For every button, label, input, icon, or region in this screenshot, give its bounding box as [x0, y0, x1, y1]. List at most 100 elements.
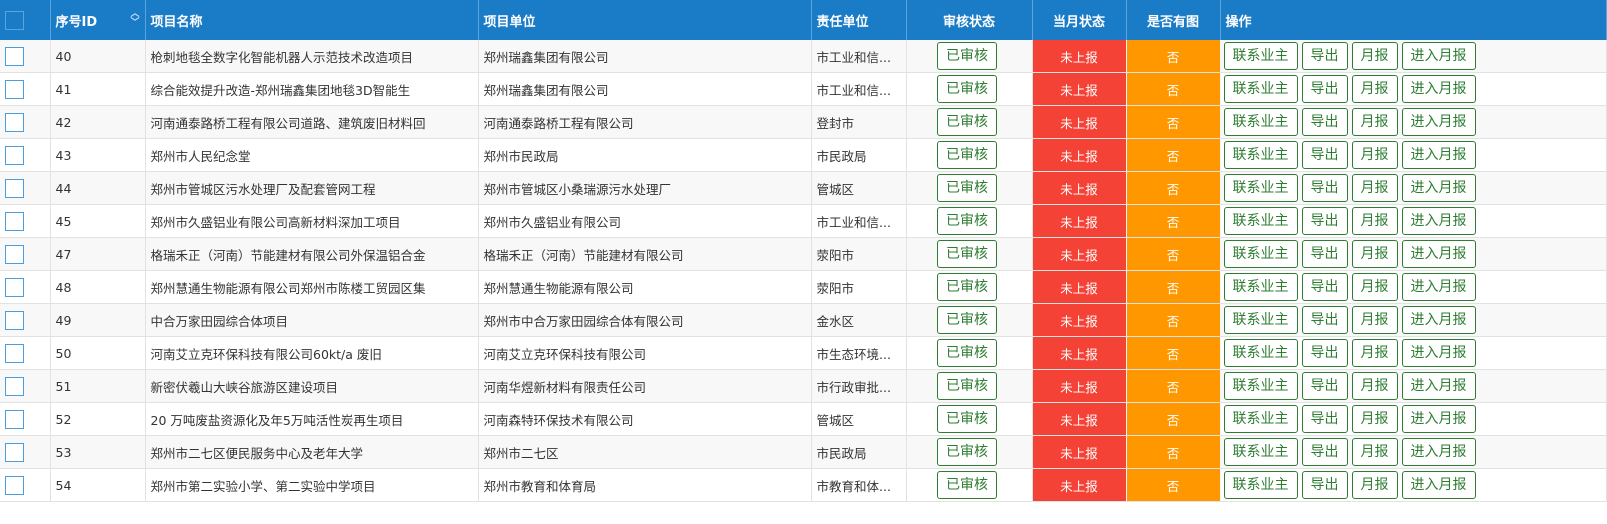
- export-button[interactable]: 导出: [1301, 405, 1348, 433]
- row-checkbox[interactable]: [5, 310, 24, 330]
- export-button[interactable]: 导出: [1301, 339, 1348, 367]
- audit-status-button[interactable]: 已审核: [937, 207, 997, 235]
- row-checkbox[interactable]: [5, 442, 24, 462]
- name-cell: 郑州市管城区污水处理厂及配套管网工程: [145, 171, 479, 205]
- contact-owner-button[interactable]: 联系业主: [1223, 372, 1298, 400]
- contact-owner-button[interactable]: 联系业主: [1223, 174, 1298, 202]
- row-checkbox[interactable]: [5, 79, 24, 99]
- enter-monthly-report-button[interactable]: 进入月报: [1401, 240, 1476, 268]
- export-button[interactable]: 导出: [1301, 174, 1348, 202]
- export-button[interactable]: 导出: [1301, 207, 1348, 235]
- row-checkbox[interactable]: [5, 475, 24, 495]
- audit-status-button[interactable]: 已审核: [937, 405, 997, 433]
- export-button[interactable]: 导出: [1301, 42, 1348, 70]
- row-checkbox[interactable]: [5, 46, 24, 66]
- enter-monthly-report-button[interactable]: 进入月报: [1401, 207, 1476, 235]
- export-button[interactable]: 导出: [1301, 75, 1348, 103]
- select-all-checkbox[interactable]: [5, 10, 24, 30]
- contact-owner-button[interactable]: 联系业主: [1223, 207, 1298, 235]
- select-cell: [0, 369, 51, 403]
- responsible-cell: 市生态环境...: [811, 336, 907, 370]
- sort-icon[interactable]: ︿ ﹀: [130, 9, 140, 28]
- audit-cell: 已审核: [906, 204, 1033, 238]
- audit-status-button[interactable]: 已审核: [937, 438, 997, 466]
- export-button[interactable]: 导出: [1301, 438, 1348, 466]
- contact-owner-button[interactable]: 联系业主: [1223, 405, 1298, 433]
- contact-owner-button[interactable]: 联系业主: [1223, 438, 1298, 466]
- enter-monthly-report-button[interactable]: 进入月报: [1401, 273, 1476, 301]
- audit-status-button[interactable]: 已审核: [937, 273, 997, 301]
- enter-monthly-report-button[interactable]: 进入月报: [1401, 405, 1476, 433]
- export-button[interactable]: 导出: [1301, 108, 1348, 136]
- contact-owner-button[interactable]: 联系业主: [1223, 471, 1298, 499]
- export-button[interactable]: 导出: [1301, 240, 1348, 268]
- enter-monthly-report-button[interactable]: 进入月报: [1401, 108, 1476, 136]
- monthly-report-button[interactable]: 月报: [1351, 306, 1398, 334]
- monthly-report-button[interactable]: 月报: [1351, 339, 1398, 367]
- contact-owner-button[interactable]: 联系业主: [1223, 306, 1298, 334]
- row-checkbox[interactable]: [5, 343, 24, 363]
- header-id[interactable]: 序号ID ︿ ﹀: [50, 0, 146, 40]
- monthly-report-button[interactable]: 月报: [1351, 240, 1398, 268]
- contact-owner-button[interactable]: 联系业主: [1223, 240, 1298, 268]
- row-checkbox[interactable]: [5, 376, 24, 396]
- audit-status-button[interactable]: 已审核: [937, 141, 997, 169]
- audit-status-button[interactable]: 已审核: [937, 339, 997, 367]
- enter-monthly-report-button[interactable]: 进入月报: [1401, 306, 1476, 334]
- row-checkbox[interactable]: [5, 178, 24, 198]
- audit-status-button[interactable]: 已审核: [937, 306, 997, 334]
- monthly-status-cell: 未上报: [1032, 402, 1127, 436]
- row-checkbox[interactable]: [5, 409, 24, 429]
- enter-monthly-report-button[interactable]: 进入月报: [1401, 174, 1476, 202]
- audit-status-button[interactable]: 已审核: [937, 75, 997, 103]
- row-checkbox[interactable]: [5, 145, 24, 165]
- audit-status-button[interactable]: 已审核: [937, 471, 997, 499]
- export-button[interactable]: 导出: [1301, 306, 1348, 334]
- contact-owner-button[interactable]: 联系业主: [1223, 75, 1298, 103]
- row-checkbox[interactable]: [5, 277, 24, 297]
- responsible-cell: 登封市: [811, 105, 907, 139]
- row-checkbox[interactable]: [5, 211, 24, 231]
- monthly-report-button[interactable]: 月报: [1351, 42, 1398, 70]
- enter-monthly-report-button[interactable]: 进入月报: [1401, 75, 1476, 103]
- name-cell: 综合能效提升改造-郑州瑞鑫集团地毯3D智能生: [145, 72, 479, 106]
- ops-cell: 联系业主 导出 月报 进入月报: [1220, 105, 1607, 139]
- export-button[interactable]: 导出: [1301, 273, 1348, 301]
- audit-status-button[interactable]: 已审核: [937, 108, 997, 136]
- contact-owner-button[interactable]: 联系业主: [1223, 339, 1298, 367]
- row-checkbox[interactable]: [5, 244, 24, 264]
- monthly-report-button[interactable]: 月报: [1351, 108, 1398, 136]
- enter-monthly-report-button[interactable]: 进入月报: [1401, 372, 1476, 400]
- audit-status-button[interactable]: 已审核: [937, 42, 997, 70]
- contact-owner-button[interactable]: 联系业主: [1223, 141, 1298, 169]
- enter-monthly-report-button[interactable]: 进入月报: [1401, 339, 1476, 367]
- monthly-report-button[interactable]: 月报: [1351, 471, 1398, 499]
- audit-status-button[interactable]: 已审核: [937, 240, 997, 268]
- contact-owner-button[interactable]: 联系业主: [1223, 273, 1298, 301]
- name-cell: 中合万家田园综合体项目: [145, 303, 479, 337]
- figure-cell: 否: [1126, 40, 1221, 73]
- monthly-report-button[interactable]: 月报: [1351, 438, 1398, 466]
- enter-monthly-report-button[interactable]: 进入月报: [1401, 141, 1476, 169]
- row-checkbox[interactable]: [5, 112, 24, 132]
- contact-owner-button[interactable]: 联系业主: [1223, 42, 1298, 70]
- enter-monthly-report-button[interactable]: 进入月报: [1401, 42, 1476, 70]
- enter-monthly-report-button[interactable]: 进入月报: [1401, 438, 1476, 466]
- audit-status-button[interactable]: 已审核: [937, 174, 997, 202]
- export-button[interactable]: 导出: [1301, 471, 1348, 499]
- monthly-report-button[interactable]: 月报: [1351, 372, 1398, 400]
- monthly-report-button[interactable]: 月报: [1351, 141, 1398, 169]
- monthly-report-button[interactable]: 月报: [1351, 174, 1398, 202]
- monthly-report-button[interactable]: 月报: [1351, 405, 1398, 433]
- id-cell: 49: [50, 303, 146, 337]
- audit-status-button[interactable]: 已审核: [937, 372, 997, 400]
- monthly-report-button[interactable]: 月报: [1351, 207, 1398, 235]
- monthly-report-button[interactable]: 月报: [1351, 75, 1398, 103]
- monthly-report-button[interactable]: 月报: [1351, 273, 1398, 301]
- enter-monthly-report-button[interactable]: 进入月报: [1401, 471, 1476, 499]
- contact-owner-button[interactable]: 联系业主: [1223, 108, 1298, 136]
- export-button[interactable]: 导出: [1301, 372, 1348, 400]
- unit-cell: 郑州瑞鑫集团有限公司: [478, 40, 812, 73]
- figure-cell: 否: [1126, 204, 1221, 238]
- export-button[interactable]: 导出: [1301, 141, 1348, 169]
